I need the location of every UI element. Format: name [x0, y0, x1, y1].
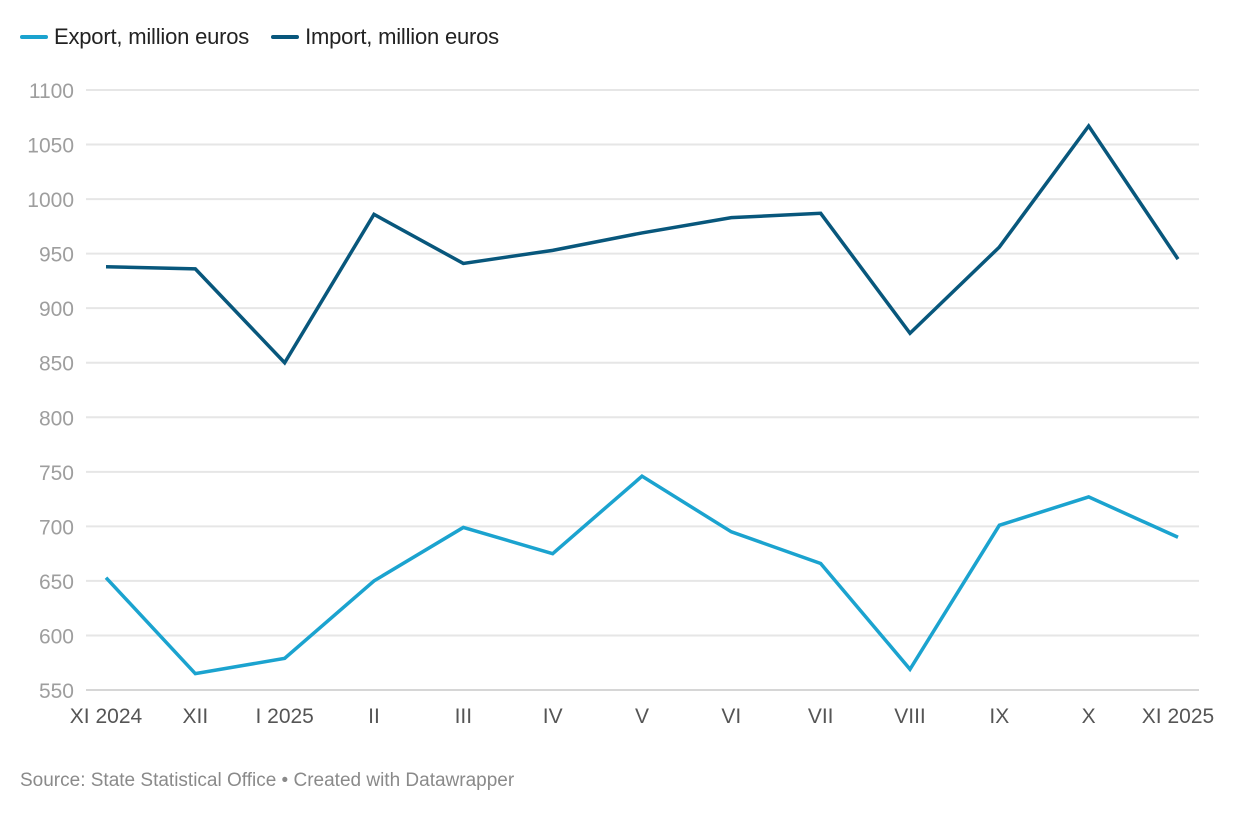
x-tick-label: V [635, 705, 649, 728]
y-tick-label: 600 [39, 625, 74, 648]
legend-swatch-export [20, 35, 48, 39]
y-tick-label: 1000 [27, 189, 74, 212]
gridlines [86, 89, 1199, 691]
x-tick-label: X [1082, 705, 1096, 728]
y-tick-label: 800 [39, 407, 74, 430]
y-tick-label: 650 [39, 571, 74, 594]
y-tick-label: 550 [39, 680, 74, 703]
legend-swatch-import [271, 35, 300, 39]
y-tick-label: 1050 [27, 135, 74, 158]
x-tick-label: XI 2024 [70, 705, 143, 728]
x-tick-label: IV [543, 705, 563, 728]
x-tick-label: XII [182, 705, 208, 728]
y-tick-label: 950 [39, 244, 74, 267]
x-tick-label: VII [808, 705, 834, 728]
series-line-import [105, 122, 1180, 366]
legend-item-import: Import, million euros [271, 24, 499, 50]
y-tick-label: 850 [39, 353, 74, 376]
y-tick-label: 750 [39, 462, 74, 485]
chart-legend: Export, million euros Import, million eu… [20, 24, 499, 50]
x-tick-label: VI [721, 705, 741, 728]
y-tick-label: 1100 [29, 80, 74, 103]
legend-item-export: Export, million euros [20, 24, 249, 50]
x-tick-label: IX [989, 705, 1009, 728]
x-axis-ticks: XI 2024 XII I 2025 II III IV V VI VII VIII IX X XI 2… [70, 705, 1214, 728]
y-tick-label: 900 [39, 298, 74, 321]
x-tick-label: I 2025 [255, 705, 313, 728]
x-tick-label: III [455, 705, 473, 728]
source-footer: Source: State Statistical Office • Creat… [20, 770, 515, 791]
legend-label-import: Import, million euros [305, 24, 499, 49]
x-tick-label: VIII [894, 705, 926, 728]
legend-label-export: Export, million euros [54, 24, 250, 49]
x-tick-label: II [368, 705, 380, 728]
y-tick-label: 700 [39, 516, 74, 539]
series-lines [104, 122, 1180, 676]
series-line-export [104, 474, 1179, 676]
x-tick-label: XI 2025 [1142, 705, 1214, 728]
y-axis-ticks: 550 600 650 700 750 800 850 900 950 1000 1050 1100 [27, 80, 74, 703]
